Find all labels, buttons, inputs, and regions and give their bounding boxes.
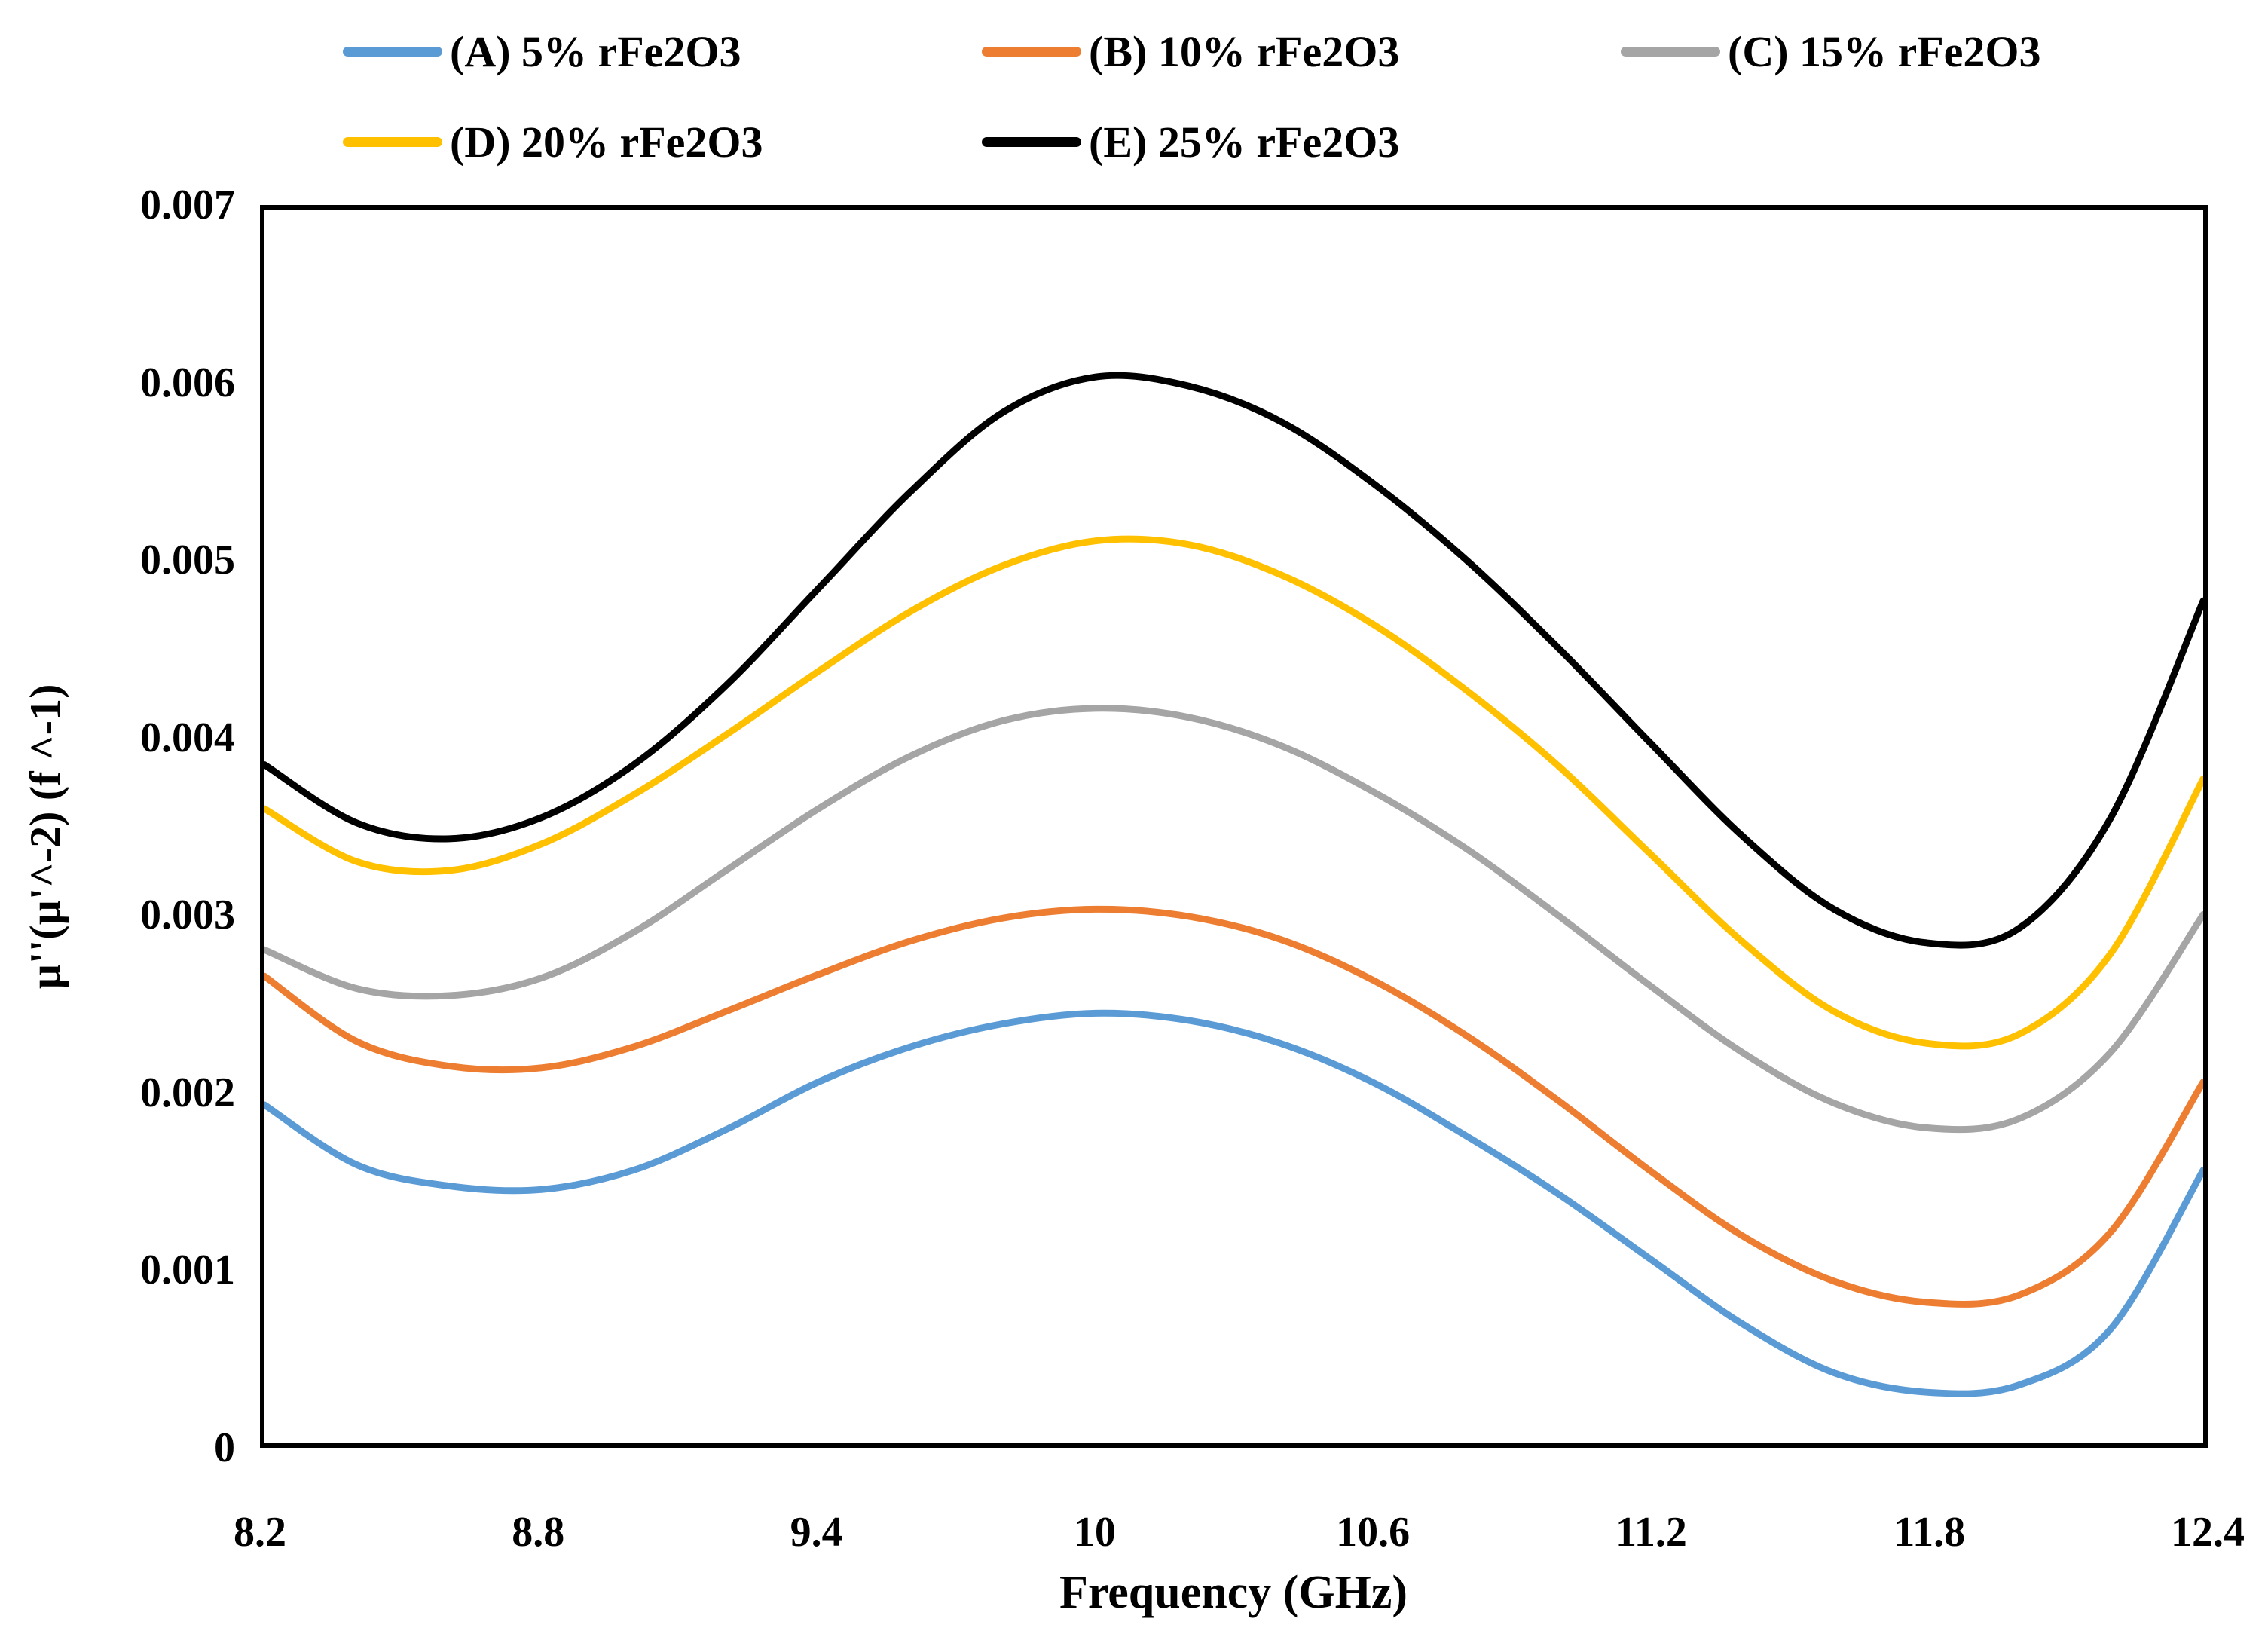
x-tick-label: 10	[1073, 1509, 1116, 1556]
legend-item-e: (E) 25% rFe2O3	[982, 99, 1621, 184]
y-tick-label: 0.002	[140, 1069, 235, 1116]
series-line-b	[264, 905, 2203, 1308]
x-axis-title: Frequency (GHz)	[1059, 1567, 1408, 1618]
y-tick-label: 0.003	[140, 892, 235, 939]
legend-label: (D) 20% rFe2O3	[450, 117, 763, 167]
legend-item-b: (B) 10% rFe2O3	[982, 9, 1621, 93]
legend-item-d: (D) 20% rFe2O3	[343, 99, 982, 184]
y-tick-label: 0.001	[140, 1247, 235, 1294]
y-axis-title: µ''(µ'^-2) (f ^-1)	[20, 684, 70, 990]
x-tick-label: 8.2	[234, 1509, 286, 1556]
legend: (A) 5% rFe2O3 (B) 10% rFe2O3 (C) 15% rFe2O…	[343, 9, 2268, 184]
plot-area	[260, 205, 2208, 1448]
y-tick-label: 0.006	[140, 359, 235, 406]
x-tick-label: 8.8	[512, 1509, 565, 1556]
legend-swatch-icon	[982, 46, 1081, 57]
x-tick-label: 11.2	[1615, 1509, 1687, 1556]
y-tick-label: 0.007	[140, 182, 235, 228]
chart-canvas	[264, 372, 2203, 1397]
legend-swatch-icon	[982, 136, 1081, 147]
legend-swatch-icon	[1621, 46, 1720, 57]
y-tick-label: 0	[214, 1424, 235, 1471]
legend-label: (C) 15% rFe2O3	[1728, 26, 2041, 76]
legend-swatch-icon	[343, 136, 442, 147]
legend-label: (A) 5% rFe2O3	[450, 26, 741, 76]
y-tick-label: 0.004	[140, 714, 235, 761]
x-tick-label: 11.8	[1894, 1509, 1966, 1556]
x-tick-label: 9.4	[790, 1509, 843, 1556]
legend-label: (E) 25% rFe2O3	[1089, 117, 1400, 167]
legend-label: (B) 10% rFe2O3	[1089, 26, 1400, 76]
series-line-c	[264, 705, 2203, 1134]
x-tick-label: 12.4	[2171, 1509, 2245, 1556]
x-tick-label: 10.6	[1336, 1509, 1411, 1556]
y-tick-label: 0.005	[140, 537, 235, 584]
legend-swatch-icon	[343, 46, 442, 57]
legend-item-c: (C) 15% rFe2O3	[1621, 9, 2260, 93]
legend-item-a: (A) 5% rFe2O3	[343, 9, 982, 93]
series-line-d	[264, 535, 2203, 1050]
series-line-a	[264, 1009, 2203, 1397]
series-line-e	[264, 372, 2203, 949]
